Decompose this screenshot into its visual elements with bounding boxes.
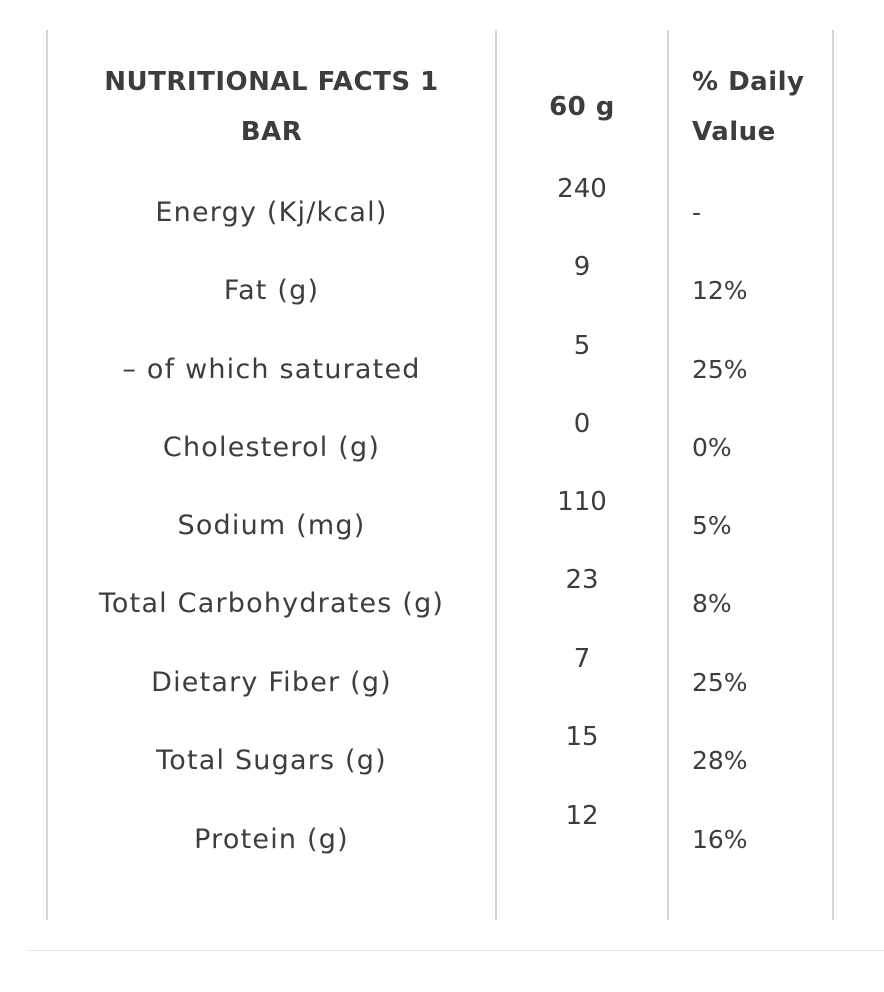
row-nutrient-name: Energy (Kj/kcal) — [155, 197, 388, 228]
row-amount: 240 — [557, 174, 607, 204]
table-row: Sodium (mg) 110 5% — [0, 487, 884, 569]
row-daily-value: 0% — [692, 433, 732, 462]
row-daily-value: 8% — [692, 589, 732, 618]
row-nutrient-name: Protein (g) — [194, 824, 349, 855]
column-divider-name-amount — [495, 30, 497, 920]
table-row: Cholesterol (g) 0 0% — [0, 409, 884, 491]
table-row: Protein (g) 12 16% — [0, 801, 884, 883]
table-row: Total Carbohydrates (g) 23 8% — [0, 565, 884, 647]
row-nutrient-name: Fat (g) — [223, 275, 320, 306]
row-amount: 7 — [573, 644, 591, 674]
row-nutrient-name: Sodium (mg) — [177, 510, 366, 541]
row-amount: 9 — [573, 252, 591, 282]
header-dv-line2: Value — [692, 117, 776, 147]
table-row: Total Sugars (g) 15 28% — [0, 722, 884, 804]
row-nutrient-name: Cholesterol (g) — [162, 432, 381, 463]
row-daily-value: 16% — [692, 825, 748, 854]
row-daily-value: 25% — [692, 355, 748, 384]
row-nutrient-name: Total Carbohydrates (g) — [98, 588, 445, 619]
row-nutrient-name: Total Sugars (g) — [156, 745, 387, 776]
row-amount: 110 — [557, 487, 607, 517]
header-dv-line1: % Daily — [692, 67, 805, 97]
table-row: Dietary Fiber (g) 7 25% — [0, 644, 884, 726]
header-nutritional-facts: NUTRITIONAL FACTS 1 BAR — [48, 57, 495, 157]
row-amount: 12 — [565, 801, 599, 831]
row-daily-value: 5% — [692, 511, 732, 540]
row-amount: 5 — [573, 331, 591, 361]
header-daily-value: % Daily Value — [692, 57, 832, 157]
column-divider-left — [46, 30, 48, 920]
row-daily-value: 12% — [692, 276, 748, 305]
column-divider-amount-dv — [667, 30, 669, 920]
column-divider-right — [832, 30, 834, 920]
header-name-line2: BAR — [240, 117, 303, 147]
row-daily-value: 25% — [692, 668, 748, 697]
row-amount: 15 — [565, 722, 599, 752]
row-amount: 0 — [573, 409, 591, 439]
table-row: Energy (Kj/kcal) 240 - — [0, 174, 884, 256]
header-amount: 60 g — [549, 92, 615, 122]
row-amount: 23 — [565, 565, 599, 595]
header-name-line1: NUTRITIONAL FACTS 1 — [104, 67, 439, 97]
table-row: Fat (g) 9 12% — [0, 252, 884, 334]
row-nutrient-name: Dietary Fiber (g) — [151, 667, 392, 698]
row-daily-value: 28% — [692, 746, 748, 775]
row-daily-value: - — [692, 198, 702, 227]
row-nutrient-name: – of which saturated — [122, 354, 421, 385]
bottom-divider — [28, 950, 884, 951]
table-row: – of which saturated 5 25% — [0, 331, 884, 413]
